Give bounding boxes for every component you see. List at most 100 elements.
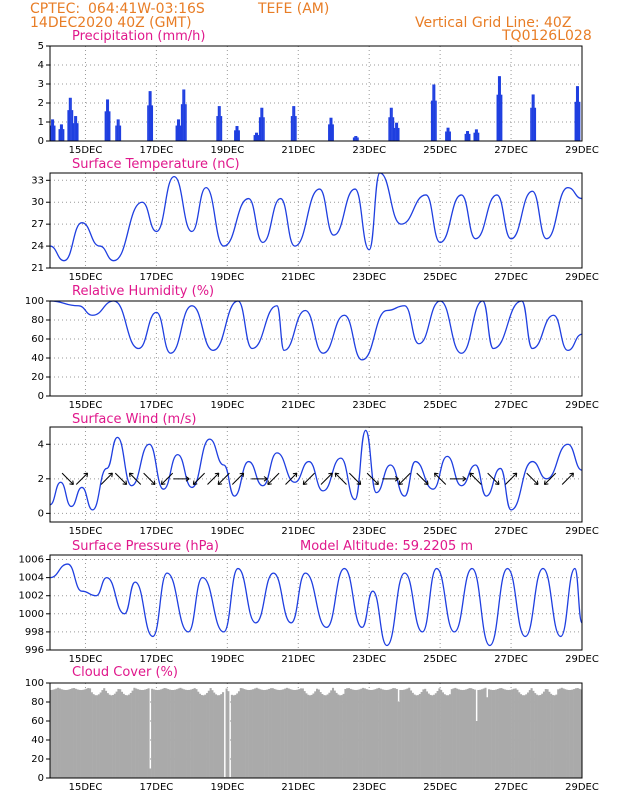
cloud-bar [112, 694, 115, 778]
cloud-bar [372, 689, 375, 778]
cloud-bar [174, 689, 177, 778]
precip-bar [474, 129, 477, 141]
cloud-bar [525, 694, 528, 778]
cloud-bar [422, 689, 425, 778]
cloud-bar [126, 695, 129, 778]
cloud-bar [149, 768, 152, 778]
cloud-bar [298, 689, 301, 778]
wind-vector-head [469, 472, 474, 478]
cloud-bar [550, 693, 553, 778]
date-tick-label: 19DEC [210, 272, 244, 283]
cloud-bar [374, 689, 377, 778]
y-tick-label: 3 [38, 79, 44, 90]
precip-bar [530, 107, 532, 141]
date-tick-label: 19DEC [210, 782, 244, 793]
cloud-bar [67, 689, 70, 778]
cloud-bar [551, 695, 554, 778]
y-tick-label: 4 [38, 439, 44, 450]
precip-bar [258, 117, 261, 141]
cloud-bar [200, 695, 203, 778]
cloud-bar [365, 689, 368, 778]
cloud-bar [186, 690, 189, 778]
date-tick-label: 29DEC [565, 526, 599, 537]
cloud-bar [60, 689, 63, 778]
cloud-bar [181, 688, 184, 778]
cloud-bar [576, 688, 579, 778]
cloud-bar [198, 693, 202, 778]
precip-bar [468, 133, 471, 141]
precip-bar [534, 107, 537, 141]
cloud-bar [468, 688, 471, 778]
cloud-bar [193, 688, 196, 778]
cloud-bar [413, 694, 416, 778]
cloud-bar [512, 688, 515, 778]
cloud-bar [482, 688, 485, 778]
precip-bar [256, 132, 259, 141]
cloud-bar [560, 687, 563, 778]
date-tick-label: 15DEC [69, 145, 103, 156]
cloud-bar [191, 688, 194, 778]
cloud-title: Cloud Cover (%) [72, 665, 178, 680]
humidity-title: Relative Humidity (%) [72, 284, 215, 299]
cloud-bar [567, 690, 570, 778]
cloud-bar [129, 692, 132, 778]
cloud-bar [491, 690, 494, 778]
cloud-bar [353, 689, 356, 778]
precip-bar [261, 107, 264, 141]
cloud-bar [578, 688, 581, 778]
precip-bar [499, 76, 501, 141]
cloud-bar [464, 689, 468, 778]
cloud-bar [537, 695, 540, 778]
precip-bar [392, 117, 395, 141]
cloud-bar [135, 688, 138, 778]
wind-vector [217, 472, 230, 485]
cloud-bar [74, 688, 77, 778]
cloud-bar [555, 694, 558, 778]
precip-bar [178, 119, 180, 141]
cloud-bar [477, 690, 480, 778]
cloud-bar [273, 688, 276, 778]
y-tick-label: 1002 [19, 591, 44, 602]
cloud-bar [457, 689, 460, 778]
wind-vector-head [239, 472, 245, 478]
date-tick-label: 15DEC [69, 782, 103, 793]
cloud-bar [406, 688, 409, 778]
cloud-bar [179, 687, 182, 778]
cloud-bar [188, 689, 191, 778]
temp-title: Surface Temperature (nC) [72, 157, 240, 172]
cloud-bar [331, 687, 335, 778]
date-tick-label: 21DEC [281, 145, 315, 156]
pressure-title: Surface Pressure (hPa) [72, 539, 219, 554]
wind-vector-head [543, 480, 549, 485]
cloud-bar [275, 689, 278, 778]
date-tick-label: 19DEC [210, 654, 244, 665]
cloud-bar [418, 693, 421, 778]
wind-vector [114, 472, 127, 485]
precip-bar [179, 125, 182, 141]
wind-vector [61, 472, 74, 485]
y-tick-label: 60 [31, 334, 44, 345]
precip-bar [185, 104, 187, 141]
y-tick-label: 40 [31, 353, 44, 364]
wind-vector [129, 472, 142, 485]
cloud-bar [394, 688, 397, 778]
cloud-bar [351, 689, 354, 778]
cloud-bar [503, 689, 507, 778]
y-tick-label: 100 [25, 296, 44, 307]
wind-vector-head [128, 472, 134, 478]
cloud-bar [276, 689, 280, 778]
cloud-bar [69, 689, 72, 778]
wind-vector-head [356, 480, 362, 485]
wind-vector [207, 472, 220, 485]
precip-bar [332, 124, 334, 141]
pressure-line [49, 563, 583, 647]
precip-bar [393, 127, 396, 141]
cloud-bar [496, 689, 499, 778]
header-datetime: 14DEC2020 40Z (GMT) [30, 15, 192, 31]
temperature-line [49, 172, 583, 262]
cloud-bar [528, 690, 531, 778]
cloud-bar [133, 687, 136, 778]
date-tick-label: 17DEC [140, 145, 174, 156]
cloud-bar [57, 687, 60, 778]
precip-bar [116, 119, 119, 141]
